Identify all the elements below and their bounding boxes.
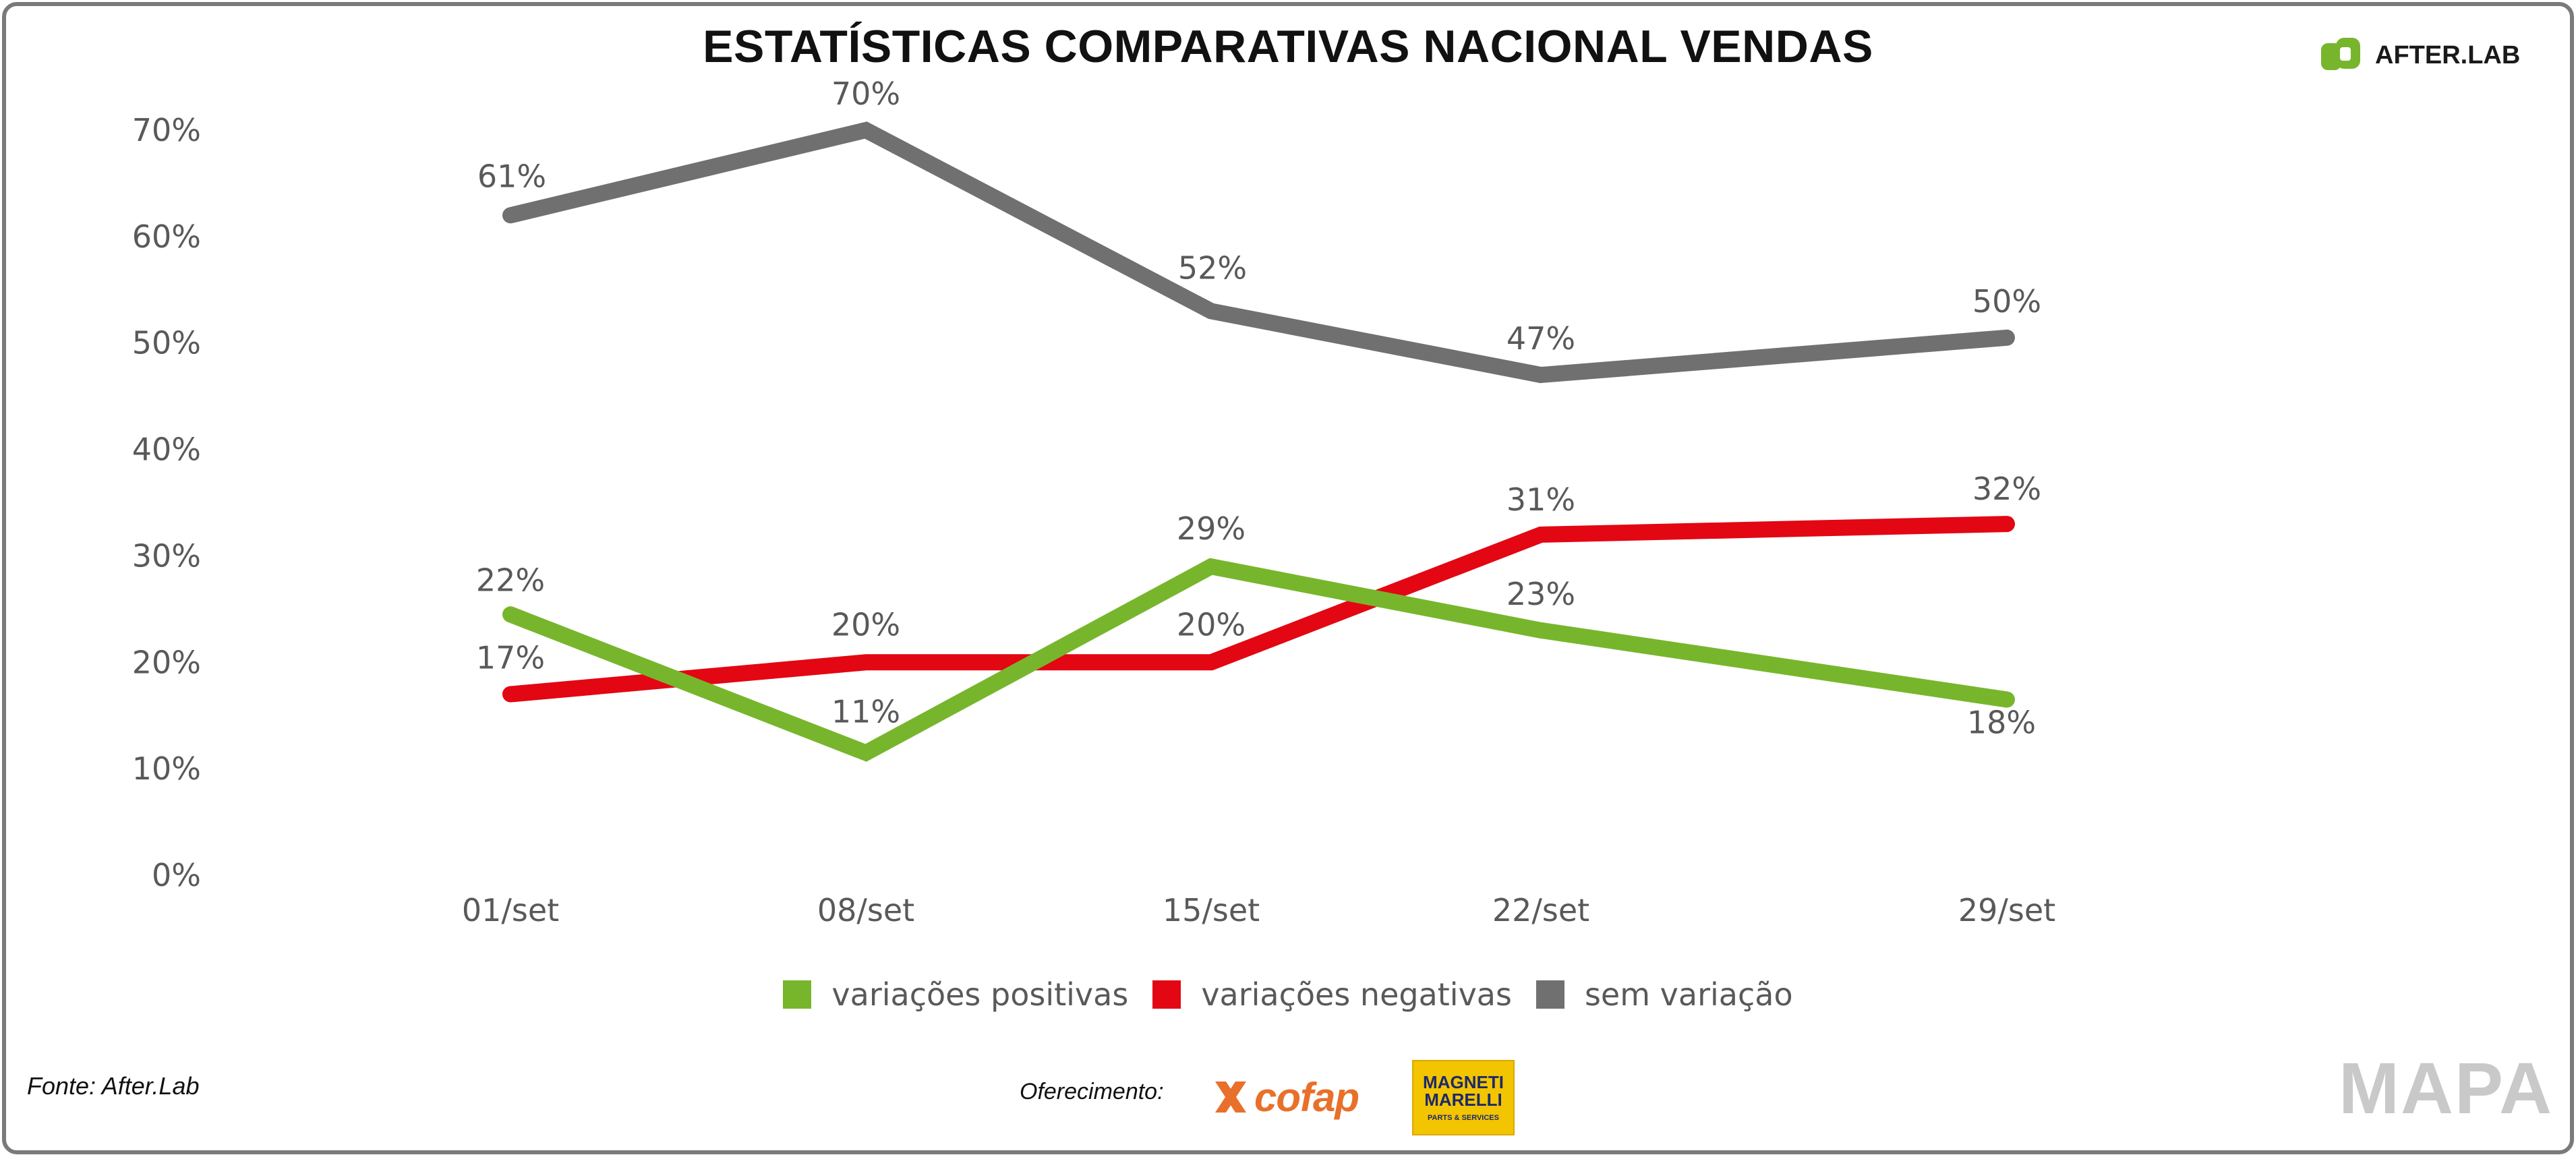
data-labels: 22% 11% 29% 23% 18% 17% 20% 20% 31% 32% 61% 70% 52% 4… — [476, 76, 2041, 741]
data-label-variacoes-positivas: 18% — [1967, 705, 2036, 741]
x-tick-label: 15/set — [1163, 892, 1260, 928]
y-tick-label: 60% — [132, 218, 201, 255]
legend-swatch-positivas — [783, 980, 812, 1009]
x-axis: 01/set 08/set 15/set 22/set 29/set — [462, 892, 2055, 928]
magneti-line2: MARELLI — [1424, 1090, 1502, 1110]
x-tick-label: 01/set — [462, 892, 559, 928]
legend-item-positivas: variações positivas — [783, 976, 1128, 1013]
sponsor-label: Oferecimento: — [1020, 1079, 1164, 1104]
y-tick-label: 30% — [132, 537, 201, 574]
y-tick-label: 0% — [152, 857, 201, 893]
data-label-sem-variacao: 47% — [1506, 320, 1575, 357]
afterlab-logo-icon — [2321, 38, 2360, 70]
legend-item-negativas: variações negativas — [1152, 976, 1512, 1013]
data-label-sem-variacao: 61% — [477, 158, 546, 194]
cofap-logo: cofap — [1211, 1073, 1359, 1121]
series-line-variacoes-negativas — [502, 516, 2015, 703]
data-label-sem-variacao: 70% — [831, 76, 900, 112]
source-note: Fonte: After.Lab — [27, 1072, 200, 1100]
y-tick-label: 50% — [132, 325, 201, 361]
chart-title: ESTATÍSTICAS COMPARATIVAS NACIONAL VENDA… — [703, 21, 1873, 72]
data-label-variacoes-negativas: 20% — [1177, 606, 1246, 643]
legend-swatch-negativas — [1152, 980, 1181, 1009]
data-label-variacoes-negativas: 31% — [1506, 481, 1575, 518]
data-label-variacoes-positivas: 23% — [1506, 576, 1575, 612]
cofap-x-icon — [1215, 1082, 1246, 1113]
data-label-variacoes-negativas: 32% — [1972, 471, 2041, 507]
magneti-sub: PARTS & SERVICES — [1428, 1114, 1499, 1122]
series-line-variacoes-positivas — [502, 558, 2015, 762]
afterlab-logo-text: AFTER.LAB — [2375, 40, 2521, 69]
series-line-sem-variacao — [502, 121, 2015, 384]
legend-label-positivas: variações positivas — [831, 976, 1129, 1013]
data-label-sem-variacao: 52% — [1178, 249, 1247, 286]
x-tick-label: 08/set — [817, 892, 914, 928]
legend-label-sem-variacao: sem variação — [1584, 976, 1793, 1013]
data-label-variacoes-negativas: 20% — [831, 606, 900, 643]
y-tick-label: 40% — [132, 432, 201, 468]
mapa-logo: MAPA — [2339, 1047, 2553, 1129]
legend-label-negativas: variações negativas — [1201, 976, 1512, 1013]
x-tick-label: 29/set — [1958, 892, 2055, 928]
data-label-sem-variacao: 50% — [1972, 283, 2041, 320]
legend-item-sem-variacao: sem variação — [1535, 976, 1793, 1013]
data-label-variacoes-negativas: 17% — [476, 640, 545, 676]
data-label-variacoes-positivas: 22% — [476, 562, 545, 598]
chart-legend: variações positivas variações negativas … — [0, 976, 2576, 1013]
mapa-logo-text: MAPA — [2339, 1047, 2553, 1129]
x-tick-label: 22/set — [1492, 892, 1589, 928]
magneti-line1: MAGNETI — [1423, 1072, 1504, 1092]
y-tick-label: 70% — [132, 112, 201, 148]
cofap-logo-text: cofap — [1254, 1074, 1359, 1120]
legend-swatch-sem-variacao — [1535, 980, 1564, 1009]
data-label-variacoes-positivas: 11% — [831, 693, 900, 730]
y-axis: 0% 10% 20% 30% 40% 50% 60% 70% — [132, 112, 201, 893]
magneti-marelli-logo: MAGNETI MARELLI PARTS & SERVICES — [1412, 1060, 1515, 1135]
y-tick-label: 20% — [132, 644, 201, 680]
series-lines — [502, 121, 2015, 762]
y-tick-label: 10% — [132, 750, 201, 787]
afterlab-logo: AFTER.LAB — [2320, 35, 2520, 76]
data-label-variacoes-positivas: 29% — [1177, 510, 1246, 547]
